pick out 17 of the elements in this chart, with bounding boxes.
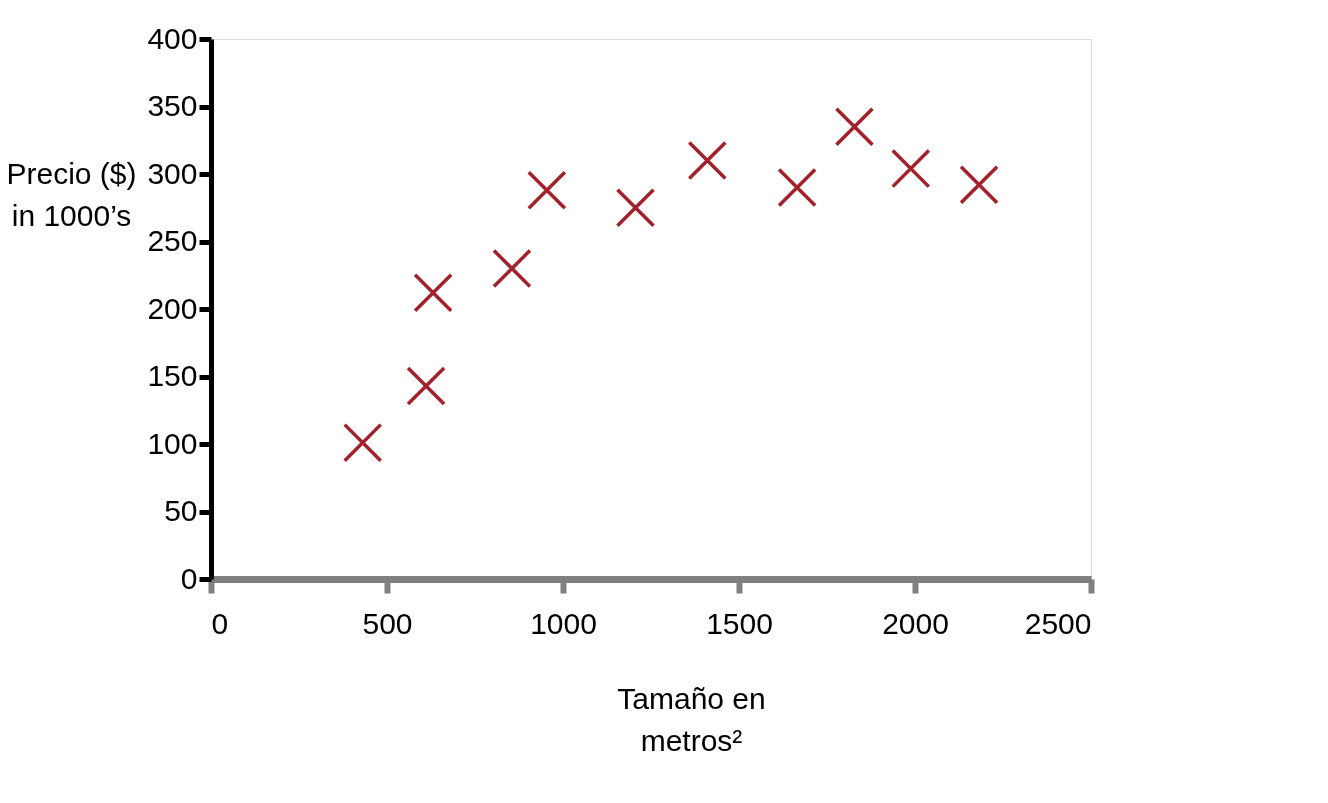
- x-tick-label: 1500: [706, 606, 773, 640]
- y-tick-label: 300: [147, 156, 198, 190]
- y-tick-label: 100: [147, 426, 198, 460]
- x-tick-label: 2500: [1024, 606, 1092, 640]
- x-tick-label: 500: [362, 606, 413, 640]
- y-tick-label: 400: [147, 21, 198, 55]
- x-tick-label: 2000: [882, 606, 949, 640]
- y-tick-label: 0: [180, 561, 198, 595]
- x-axis-title: Tamaño en metros²: [617, 681, 766, 757]
- y-tick-label: 200: [147, 291, 198, 325]
- y-tick-label: 150: [147, 359, 198, 392]
- x-tick-label: 1000: [530, 606, 597, 640]
- y-axis-title: Precio ($) in 1000’s: [6, 156, 137, 232]
- y-tick-label: 350: [147, 89, 198, 122]
- y-tick-label: 250: [147, 224, 198, 257]
- y-tick-label: 50: [164, 494, 198, 527]
- x-tick-label: 0: [211, 606, 229, 640]
